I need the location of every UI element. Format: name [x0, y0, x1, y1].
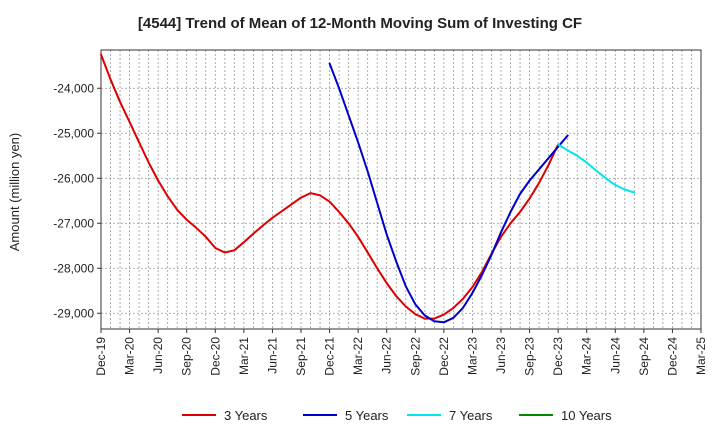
x-tick-layer: Dec-19 Mar-20 Jun-20 Sep-20 Dec-20 Mar-21 Jun-…	[94, 329, 708, 376]
y-tick-label: -29,000	[53, 306, 94, 320]
legend: 3 Years 5 Years 7 Years 10 Years	[182, 408, 612, 423]
x-tick-label: Dec-23	[551, 337, 565, 376]
x-tick-label: Mar-22	[351, 337, 365, 375]
x-tick-label: Sep-22	[408, 337, 422, 376]
x-tick-label: Mar-23	[465, 337, 479, 375]
x-tick-label: Jun-24	[608, 337, 622, 374]
chart-title: [4544] Trend of Mean of 12-Month Moving …	[138, 15, 582, 32]
series-line-3-years	[100, 53, 560, 320]
x-tick-label: Dec-19	[94, 337, 108, 376]
grid-layer	[100, 50, 702, 329]
x-tick-label: Mar-25	[694, 337, 708, 375]
plot-frame	[100, 49, 702, 330]
y-tick-label: -28,000	[53, 261, 94, 275]
x-tick-label: Mar-21	[237, 337, 251, 375]
x-tick-label: Sep-24	[637, 337, 651, 376]
x-tick-label: Mar-24	[580, 337, 594, 375]
y-axis-label: Amount (million yen)	[7, 133, 22, 252]
x-tick-label: Jun-22	[380, 337, 394, 374]
x-tick-label: Sep-21	[294, 337, 308, 376]
x-tick-label: Dec-24	[665, 337, 679, 376]
x-tick-label: Jun-23	[494, 337, 508, 374]
y-tick-label: -26,000	[53, 171, 94, 185]
series-layer	[100, 53, 636, 324]
x-tick-label: Jun-20	[151, 337, 165, 374]
series-line-5-years	[328, 62, 569, 324]
series-line-7-years	[557, 143, 636, 194]
y-tick-label: -27,000	[53, 216, 94, 230]
x-tick-label: Dec-21	[323, 337, 337, 376]
x-tick-label: Mar-20	[123, 337, 137, 375]
x-tick-label: Jun-21	[265, 337, 279, 374]
x-tick-label: Dec-20	[208, 337, 222, 376]
legend-label-3-years: 3 Years	[224, 408, 268, 423]
y-tick-layer: -24,000 -25,000 -26,000 -27,000 -28,000 -29,0…	[53, 81, 101, 320]
legend-label-7-years: 7 Years	[449, 408, 493, 423]
legend-label-5-years: 5 Years	[345, 408, 389, 423]
x-tick-label: Dec-22	[437, 337, 451, 376]
y-tick-label: -24,000	[53, 81, 94, 95]
legend-label-10-years: 10 Years	[561, 408, 612, 423]
x-tick-label: Sep-20	[180, 337, 194, 376]
x-tick-label: Sep-23	[523, 337, 537, 376]
y-tick-label: -25,000	[53, 126, 94, 140]
